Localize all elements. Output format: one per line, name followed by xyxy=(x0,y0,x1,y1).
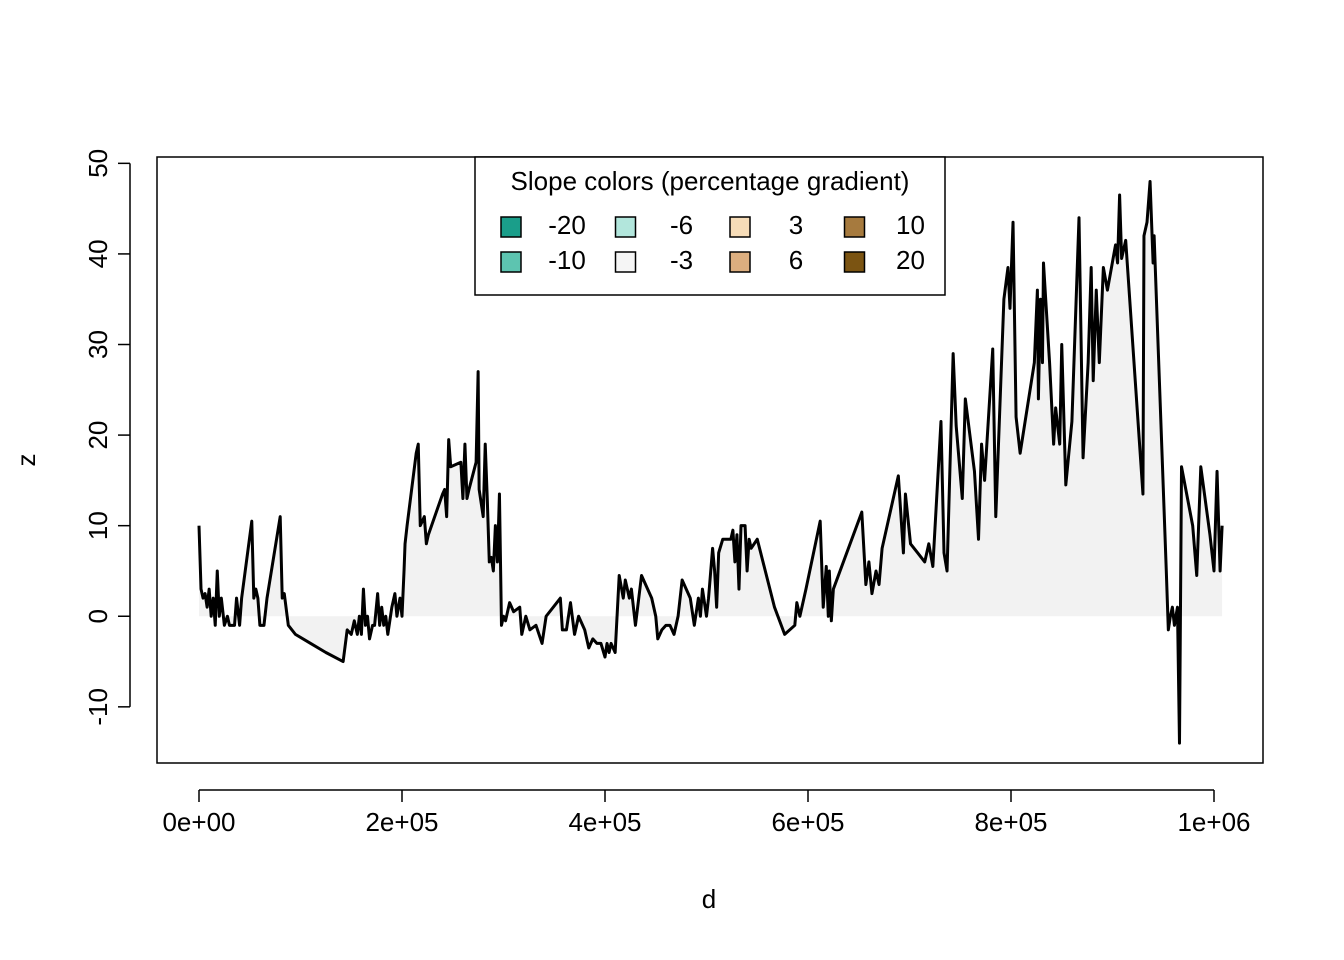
legend-label: -20 xyxy=(548,210,586,240)
legend-label: 3 xyxy=(789,210,803,240)
legend-swatch xyxy=(729,251,751,273)
legend-label: -10 xyxy=(548,245,586,275)
y-axis-label: z xyxy=(11,454,41,467)
legend-title: Slope colors (percentage gradient) xyxy=(511,166,910,196)
legend-label: -3 xyxy=(670,245,693,275)
legend-swatch xyxy=(843,216,866,238)
legend-swatch xyxy=(614,216,637,238)
x-tick-label: 1e+06 xyxy=(1177,807,1250,837)
y-tick-label: 40 xyxy=(83,239,113,268)
x-tick-label: 6e+05 xyxy=(771,807,844,837)
legend-swatch xyxy=(500,216,522,238)
area xyxy=(198,181,1223,744)
x-axis-label: d xyxy=(702,884,716,914)
y-tick-label: 0 xyxy=(83,609,113,623)
y-tick-label: 30 xyxy=(83,330,113,359)
legend-swatch xyxy=(729,216,751,238)
x-tick-label: 0e+00 xyxy=(162,807,235,837)
y-tick-label: 20 xyxy=(83,421,113,450)
legend-label: 6 xyxy=(789,245,803,275)
legend-label: 20 xyxy=(896,245,925,275)
y-tick-label: 50 xyxy=(83,149,113,178)
line xyxy=(197,179,1224,745)
legend-label: 10 xyxy=(896,210,925,240)
legend-swatch xyxy=(614,251,637,273)
legend-swatch xyxy=(843,251,866,273)
legend-box xyxy=(474,156,946,296)
y-tick-label: -10 xyxy=(83,688,113,726)
plot-layer xyxy=(197,179,1224,745)
legend-swatch xyxy=(500,251,522,273)
x-tick-label: 4e+05 xyxy=(568,807,641,837)
y-tick-label: 10 xyxy=(83,511,113,540)
x-tick-label: 8e+05 xyxy=(974,807,1047,837)
legend: Slope colors (percentage gradient) -20 -1… xyxy=(474,156,946,296)
x-tick-label: 2e+05 xyxy=(365,807,438,837)
legend-label: -6 xyxy=(670,210,693,240)
